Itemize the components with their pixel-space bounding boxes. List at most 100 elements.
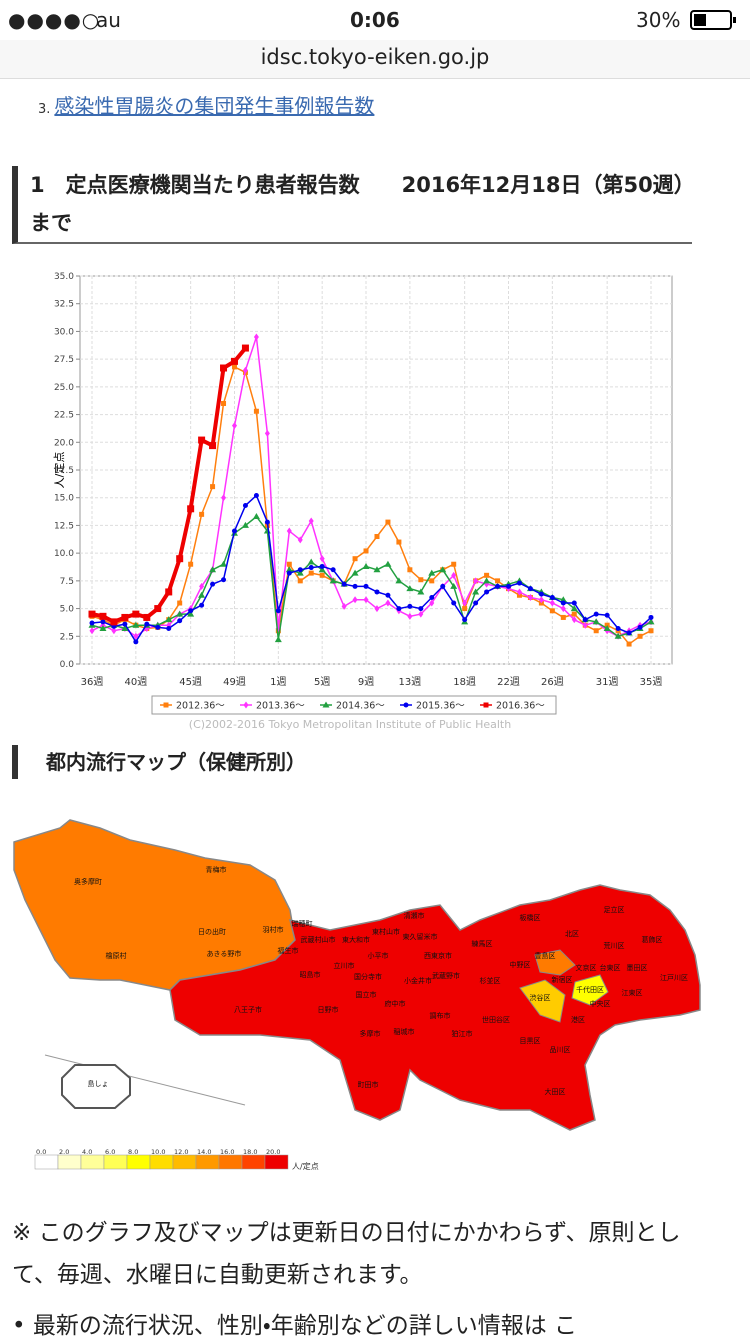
x-tick-label: 1週 — [270, 676, 286, 688]
region-label: 江東区 — [622, 988, 643, 997]
marker — [341, 602, 347, 610]
marker — [297, 536, 303, 544]
marker — [560, 605, 566, 613]
marker — [341, 581, 347, 587]
marker — [527, 593, 533, 601]
note: ※ このグラフ及びマップは更新日の日付にかかわらず、原則として、毎週、水曜日に自… — [12, 1220, 681, 1288]
marker — [209, 566, 217, 573]
region-label: 品川区 — [550, 1046, 571, 1054]
region-label: 文京区 — [576, 963, 597, 972]
marker — [374, 534, 380, 540]
x-tick-label: 35週 — [640, 676, 663, 688]
region-label: 調布市 — [430, 1011, 451, 1020]
x-tick-label: 9週 — [358, 676, 374, 688]
marker — [319, 563, 325, 569]
marker — [451, 600, 457, 606]
marker — [571, 611, 577, 617]
marker — [495, 578, 501, 584]
region-label: 北区 — [565, 930, 579, 938]
marker — [99, 625, 107, 632]
scale-swatch — [172, 1154, 197, 1170]
battery-level: 30% — [636, 8, 681, 32]
region-label: 目黒区 — [520, 1037, 541, 1045]
marker — [571, 600, 577, 606]
marker — [516, 588, 522, 596]
url-bar[interactable]: idsc.tokyo-eiken.go.jp — [0, 40, 750, 79]
series-line — [91, 515, 652, 640]
marker — [122, 621, 128, 627]
scale-swatch — [195, 1154, 220, 1170]
marker — [307, 558, 315, 565]
marker — [363, 596, 369, 604]
marker — [165, 588, 173, 596]
marker — [440, 583, 446, 589]
x-tick-label: 18週 — [453, 676, 476, 688]
marker — [163, 702, 169, 708]
x-tick-label: 36週 — [81, 676, 104, 688]
region-label: 千代田区 — [576, 985, 604, 994]
region-label: 港区 — [571, 1015, 585, 1024]
scale-swatch — [149, 1154, 174, 1170]
section-heading: 都内流行マップ（保健所別） — [12, 745, 306, 779]
battery-icon — [690, 10, 736, 30]
marker — [506, 583, 512, 589]
marker — [308, 517, 314, 525]
marker — [352, 556, 358, 562]
marker — [560, 600, 566, 606]
region-label: 稲城市 — [394, 1027, 415, 1036]
marker — [648, 628, 654, 634]
marker — [592, 618, 600, 625]
x-tick-label: 49週 — [223, 676, 246, 688]
scale-unit: 人/定点 — [292, 1162, 319, 1171]
marker — [144, 621, 150, 627]
region-label: 府中市 — [385, 999, 406, 1008]
carrier: au — [96, 8, 121, 32]
marker — [252, 513, 260, 520]
marker — [473, 600, 479, 606]
island-box — [61, 1064, 131, 1109]
marker — [483, 577, 491, 584]
marker — [407, 612, 413, 620]
list-number: 3. — [38, 102, 51, 117]
link[interactable]: 感染性胃腸炎の集団発生事例報告数 — [54, 94, 375, 118]
marker — [495, 583, 501, 589]
y-tick-label: 22.5 — [54, 411, 74, 421]
section-heading: 1 定点医療機関当たり患者報告数 2016年12月18日（第50週）まで — [12, 166, 692, 244]
bullet-text: 最新の流行状況、性別・年齢別などの詳しい情報は こ — [32, 1313, 578, 1339]
marker — [274, 636, 282, 643]
marker — [538, 591, 544, 597]
marker — [176, 610, 184, 617]
x-tick-label: 13週 — [398, 676, 421, 688]
region-label: 多摩市 — [360, 1029, 381, 1038]
scale-label: 10.0 — [151, 1148, 165, 1156]
scale-label: 12.0 — [174, 1148, 188, 1156]
marker — [188, 608, 194, 614]
marker — [286, 570, 292, 576]
map-area-yellow — [571, 974, 609, 1006]
y-tick-label: 5.0 — [60, 605, 75, 615]
map-area-orange — [534, 949, 576, 976]
marker — [373, 566, 381, 573]
marker — [451, 561, 457, 567]
region-label: 羽村市 — [263, 925, 284, 934]
marker — [614, 632, 622, 639]
marker — [374, 589, 380, 595]
region-label: あきる野市 — [207, 949, 242, 958]
marker — [374, 605, 380, 613]
marker — [308, 570, 314, 576]
x-tick-label: 31週 — [596, 676, 619, 688]
marker — [286, 561, 292, 567]
marker — [429, 578, 435, 584]
marker — [330, 567, 336, 573]
region-label: 大田区 — [545, 1087, 566, 1096]
marker — [407, 567, 413, 573]
region-label: 瑞穂町 — [292, 919, 313, 928]
region-label: 国立市 — [356, 990, 377, 999]
marker — [322, 701, 330, 708]
x-tick-label: 26週 — [541, 676, 564, 688]
marker — [429, 599, 435, 607]
divider — [44, 1054, 246, 1106]
marker — [221, 577, 227, 583]
y-tick-label: 30.0 — [54, 327, 74, 337]
marker — [199, 602, 205, 608]
